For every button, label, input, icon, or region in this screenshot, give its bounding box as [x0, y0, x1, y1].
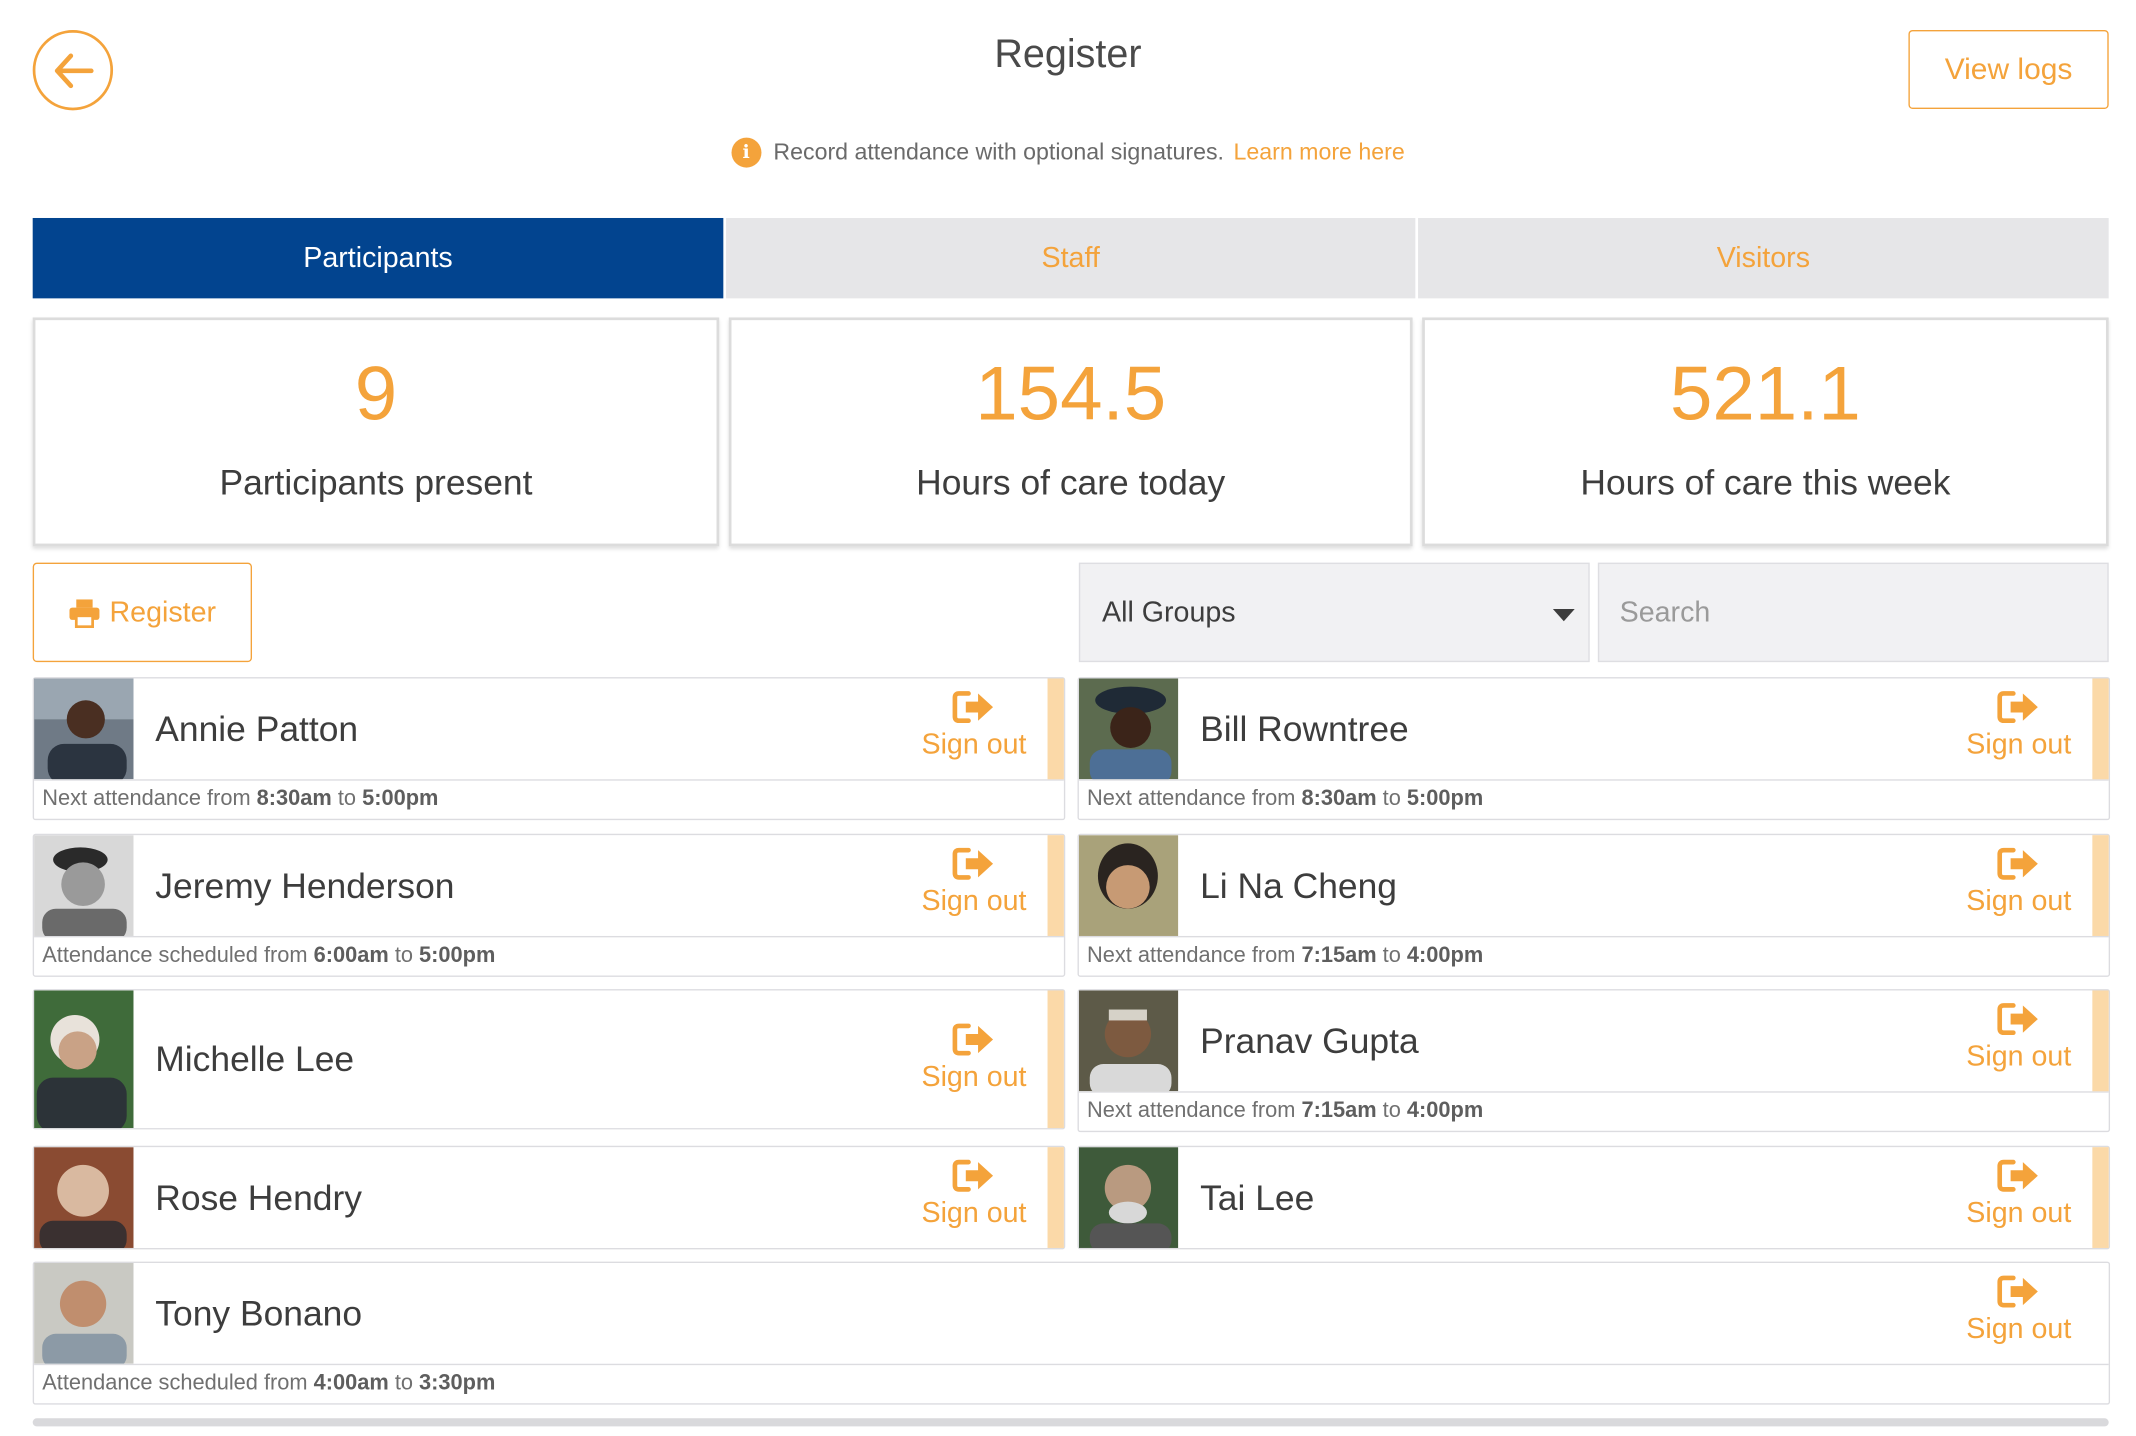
person-card-annie-patton: Annie Patton Sign out Next attendance fr…: [32, 677, 1066, 821]
status-stripe: [1047, 678, 1064, 780]
sign-out-button[interactable]: Sign out: [913, 689, 1036, 761]
status-stripe: [2092, 678, 2109, 780]
person-name: Tony Bonano: [155, 1292, 363, 1334]
person-card-li-na-cheng: Li Na Cheng Sign out Next attendance fro…: [1077, 833, 2111, 977]
view-logs-button[interactable]: View logs: [1908, 29, 2109, 109]
attendance-note: Attendance scheduled from 6:00am to 5:00…: [34, 935, 1064, 976]
attendance-note: Next attendance from 8:30am to 5:00pm: [1078, 779, 2109, 819]
avatar: [34, 990, 134, 1129]
person-name: Tai Lee: [1200, 1176, 1315, 1218]
info-icon: i: [731, 137, 762, 168]
sign-out-icon: [952, 847, 994, 880]
avatar: [1078, 678, 1179, 780]
sign-out-button[interactable]: Sign out: [913, 1158, 1036, 1230]
sign-out-button[interactable]: Sign out: [913, 846, 1036, 918]
info-text: Record attendance with optional signatur…: [773, 138, 1224, 165]
sign-out-button[interactable]: Sign out: [1957, 1001, 2080, 1073]
tab-staff[interactable]: Staff: [726, 217, 1416, 299]
tab-participants[interactable]: Participants: [32, 217, 724, 299]
status-stripe: [1047, 835, 1064, 936]
stat-value: 9: [354, 350, 398, 436]
attendance-note: Next attendance from 7:15am to 4:00pm: [1078, 1091, 2109, 1131]
group-select[interactable]: All Groups: [1078, 562, 1590, 663]
stat-participants-present: 9 Participants present: [32, 317, 720, 547]
status-stripe: [2092, 990, 2109, 1092]
sign-out-label: Sign out: [921, 1061, 1027, 1093]
learn-more-link[interactable]: Learn more here: [1233, 138, 1405, 165]
sign-out-icon: [1997, 1159, 2038, 1192]
sign-out-button[interactable]: Sign out: [1957, 1274, 2080, 1346]
person-name: Bill Rowntree: [1200, 707, 1409, 749]
sign-out-icon: [1997, 691, 2038, 724]
sign-out-label: Sign out: [1966, 728, 2072, 761]
person-card-tony-bonano: Tony Bonano Sign out Attendance schedule…: [32, 1261, 2111, 1405]
avatar: [1078, 1147, 1179, 1248]
person-name: Annie Patton: [155, 707, 359, 749]
sign-out-label: Sign out: [1966, 885, 2072, 917]
sign-out-label: Sign out: [921, 1197, 1027, 1229]
sign-out-icon: [952, 1159, 994, 1192]
arrow-left-icon: [54, 52, 93, 88]
person-name: Li Na Cheng: [1200, 864, 1397, 906]
sign-out-button[interactable]: Sign out: [913, 1022, 1036, 1094]
avatar: [1078, 990, 1179, 1092]
attendance-note: Attendance scheduled from 4:00am to 3:30…: [34, 1363, 2109, 1404]
sign-out-button[interactable]: Sign out: [1957, 689, 2080, 761]
sign-out-label: Sign out: [1966, 1040, 2072, 1073]
sign-out-icon: [1997, 1275, 2038, 1308]
status-stripe: [2092, 835, 2109, 936]
sign-out-icon: [952, 1023, 994, 1056]
stat-label: Hours of care this week: [1580, 461, 1951, 503]
info-banner: i Record attendance with optional signat…: [0, 137, 2136, 168]
avatar: [34, 678, 134, 780]
status-stripe: [2092, 1147, 2109, 1248]
scroll-indicator: [32, 1418, 2109, 1427]
stat-label: Participants present: [219, 461, 533, 503]
person-card-michelle-lee: Michelle Lee Sign out: [32, 989, 1066, 1130]
caret-down-icon: [1552, 608, 1575, 622]
sign-out-icon: [1997, 847, 2038, 880]
register-button-label: Register: [109, 596, 217, 628]
page-title: Register: [994, 32, 1142, 77]
group-select-value: All Groups: [1102, 596, 1236, 628]
stat-hours-today: 154.5 Hours of care today: [728, 317, 1413, 547]
avatar: [34, 1147, 134, 1248]
avatar: [34, 835, 134, 936]
sign-out-button[interactable]: Sign out: [1957, 1158, 2080, 1230]
person-name: Michelle Lee: [155, 1038, 355, 1080]
avatar: [1078, 835, 1179, 936]
person-name: Pranav Gupta: [1200, 1019, 1419, 1061]
status-stripe: [1047, 1147, 1064, 1248]
person-card-rose-hendry: Rose Hendry Sign out: [32, 1145, 1066, 1250]
stat-label: Hours of care today: [916, 461, 1226, 503]
person-card-jeremy-henderson: Jeremy Henderson Sign out Attendance sch…: [32, 833, 1066, 977]
print-register-button[interactable]: Register: [32, 562, 253, 663]
search-input[interactable]: [1597, 562, 2109, 663]
sign-out-button[interactable]: Sign out: [1957, 846, 2080, 918]
person-name: Jeremy Henderson: [155, 864, 455, 906]
person-card-pranav-gupta: Pranav Gupta Sign out Next attendance fr…: [1077, 989, 2111, 1133]
sign-out-icon: [952, 691, 994, 724]
stat-value: 154.5: [975, 350, 1167, 436]
attendance-note: Next attendance from 7:15am to 4:00pm: [1078, 935, 2109, 976]
person-card-tai-lee: Tai Lee Sign out: [1077, 1145, 2111, 1250]
sign-out-label: Sign out: [921, 885, 1027, 917]
stat-hours-week: 521.1 Hours of care this week: [1422, 317, 2109, 547]
sign-out-icon: [1997, 1003, 2038, 1036]
sign-out-label: Sign out: [921, 728, 1027, 761]
tab-visitors[interactable]: Visitors: [1418, 217, 2109, 299]
person-card-bill-rowntree: Bill Rowntree Sign out Next attendance f…: [1077, 677, 2111, 821]
avatar: [34, 1262, 134, 1364]
stat-value: 521.1: [1669, 350, 1861, 436]
sign-out-label: Sign out: [1966, 1197, 2072, 1229]
sign-out-label: Sign out: [1966, 1313, 2072, 1345]
back-button[interactable]: [32, 29, 114, 111]
status-stripe: [1047, 990, 1064, 1129]
attendance-note: Next attendance from 8:30am to 5:00pm: [34, 779, 1064, 819]
printer-icon: [70, 598, 100, 628]
person-name: Rose Hendry: [155, 1176, 362, 1218]
